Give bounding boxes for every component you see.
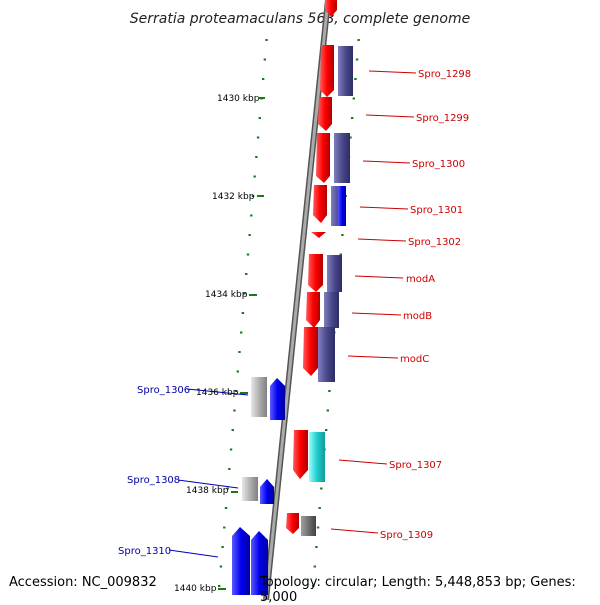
gene-label-spro-1300: Spro_1300 <box>412 159 465 170</box>
scale-label: 1432 kbp <box>212 192 255 202</box>
label-leader <box>368 70 417 74</box>
gene-arrow-spro-1307 <box>293 430 308 479</box>
label-leader <box>359 206 409 210</box>
scale-labels: 1430 kbp 1432 kbp 1434 kbp 1436 kbp 1438… <box>174 94 265 594</box>
label-leader <box>347 355 399 359</box>
gene-label-spro-1309: Spro_1309 <box>380 530 433 541</box>
cog-box-modb <box>324 292 339 328</box>
gene-arrow-modc <box>303 327 318 376</box>
gene-arrow-spro-1308 <box>260 479 274 504</box>
cog-box-moda <box>327 255 342 292</box>
gene-arrow-top <box>325 0 337 17</box>
genome-backbone-highlight <box>264 0 330 600</box>
scale-label: 1430 kbp <box>217 94 260 104</box>
gene-label-modb: modB <box>403 311 432 322</box>
gene-label-spro-1299: Spro_1299 <box>416 113 469 124</box>
gene-arrow-spro-1302 <box>311 232 326 238</box>
label-leader <box>357 238 407 242</box>
cog-box-spro-1300 <box>334 133 350 183</box>
reverse-gene-labels: Spro_1306 Spro_1308 Spro_1310 <box>118 385 249 558</box>
gene-label-spro-1306: Spro_1306 <box>137 385 190 396</box>
cog-box-spro-1309 <box>301 516 316 536</box>
label-leader <box>351 312 402 316</box>
cog-boxes <box>301 46 353 536</box>
gene-label-spro-1298: Spro_1298 <box>418 69 471 80</box>
reverse-genes <box>232 377 285 595</box>
accession-text: Accession: NC_009832 <box>9 575 157 590</box>
scale-label: 1434 kbp <box>205 290 248 300</box>
gene-arrow-spro-1306 <box>270 378 285 420</box>
gene-arrow-modb <box>306 292 320 328</box>
label-leader <box>362 160 411 164</box>
scale-label: 1438 kbp <box>186 486 229 496</box>
gene-arrow-moda <box>308 254 323 292</box>
gene-label-spro-1301: Spro_1301 <box>410 205 463 216</box>
gene-arrow-spro-1310a <box>232 527 250 595</box>
label-leader <box>354 275 404 279</box>
gene-arrow-spro-1301 <box>313 185 327 223</box>
cog-box-spro-1301-blue <box>338 186 346 226</box>
gene-label-modc: modC <box>400 354 429 365</box>
gene-arrow-spro-1298 <box>320 45 334 97</box>
gene-label-spro-1307: Spro_1307 <box>389 460 442 471</box>
label-leader <box>365 114 415 118</box>
cog-box-spro-1298 <box>338 46 353 96</box>
label-leader <box>168 549 219 558</box>
gene-arrow-spro-1299 <box>318 97 332 131</box>
label-leader <box>330 528 379 534</box>
label-leader <box>177 479 239 489</box>
gene-label-spro-1308: Spro_1308 <box>127 475 180 486</box>
map-title: Serratia proteamaculans 568, complete ge… <box>130 11 470 27</box>
cog-box-spro-1307 <box>309 432 325 482</box>
cog-box-modc <box>318 327 335 382</box>
gene-label-moda: modA <box>406 274 435 285</box>
gene-arrow-spro-1309 <box>286 513 299 534</box>
forward-gene-labels: Spro_1298 Spro_1299 Spro_1300 Spro_1301 … <box>330 69 471 541</box>
gene-label-spro-1302: Spro_1302 <box>408 237 461 248</box>
forward-genes <box>286 0 337 534</box>
label-leader <box>338 459 388 465</box>
scale-label: 1436 kbp <box>196 388 239 398</box>
gene-arrow-spro-1310b <box>251 531 268 595</box>
gene-arrow-spro-1300 <box>316 133 330 183</box>
gene-label-spro-1310: Spro_1310 <box>118 546 171 557</box>
gray-box-spro-1308 <box>242 477 258 501</box>
genome-summary-text: Topology: circular; Length: 5,448,853 bp… <box>260 575 576 605</box>
scale-label: 1440 kbp <box>174 584 217 594</box>
gray-box-spro-1306 <box>251 377 267 417</box>
label-leader <box>186 388 249 396</box>
